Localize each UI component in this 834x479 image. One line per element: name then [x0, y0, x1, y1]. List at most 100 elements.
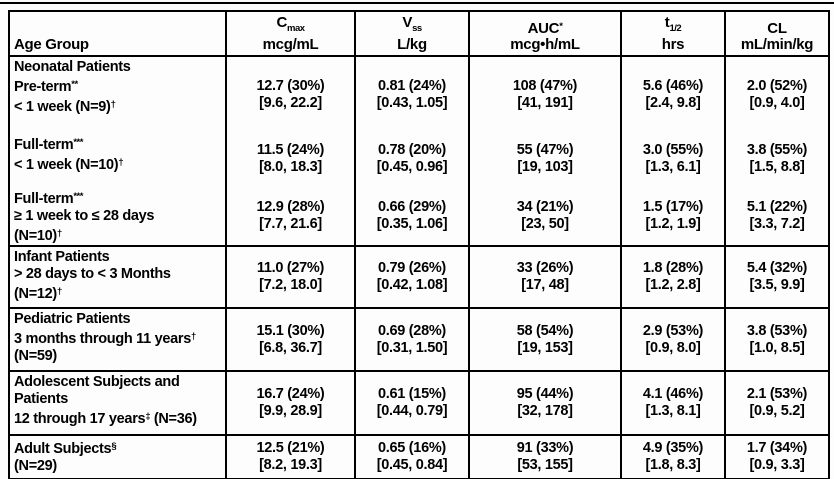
- header-thalf: t1/2 hrs: [620, 10, 726, 57]
- age-group-cell: Full-term*** < 1 week (N=10)†: [8, 132, 227, 186]
- age-group-label-line: > 28 days to < 3 Months: [14, 266, 171, 282]
- cell-thalf: 5.6 (46%) [2.4, 9.8]: [620, 55, 726, 132]
- subscript: max: [287, 23, 305, 34]
- header-symbol: Age Group: [14, 36, 89, 53]
- value-mean-cv: 1.5 (17%): [642, 198, 704, 215]
- value-range: [0.9, 3.3]: [749, 457, 805, 473]
- superscript-marker: §: [111, 441, 117, 452]
- header-units: mL/min/kg: [740, 36, 814, 53]
- cell-cl: 1.7 (34%) [0.9, 3.3]: [724, 434, 830, 479]
- superscript-marker: **: [71, 79, 78, 90]
- age-group-cell: Full-term*** ≥ 1 week to ≤ 28 days (N=10)†: [8, 186, 227, 247]
- horizontal-rule: [0, 2, 834, 4]
- cell-thalf: 4.1 (46%) [1.3, 8.1]: [620, 370, 726, 436]
- value-mean-cv: 12.9 (28%): [256, 198, 325, 215]
- value-range: [0.45, 0.84]: [376, 457, 448, 473]
- cell-vss: 0.66 (29%) [0.35, 1.06]: [354, 186, 470, 247]
- value-mean-cv: 1.7 (34%): [746, 440, 808, 456]
- value-range: [6.8, 36.7]: [259, 339, 322, 356]
- subscript: ss: [412, 23, 422, 34]
- value-range: [0.9, 5.2]: [749, 403, 805, 419]
- value-mean-cv: 55 (47%): [516, 142, 574, 158]
- value-mean-cv: 12.5 (21%): [256, 440, 325, 456]
- value-range: [2.4, 9.8]: [645, 94, 701, 111]
- value-range: [0.45, 0.96]: [376, 159, 448, 175]
- value-mean-cv: 0.66 (29%): [378, 198, 446, 215]
- row-neonatal-2: Full-term*** < 1 week (N=10)† 11.5 (24%) [8…: [8, 132, 830, 186]
- value-mean-cv: 91 (33%): [516, 440, 574, 456]
- value-range: [9.9, 28.9]: [259, 403, 322, 419]
- value-range: [7.7, 21.6]: [259, 215, 322, 232]
- superscript-marker: †: [118, 157, 124, 168]
- cell-cl: 3.8 (53%) [1.0, 8.5]: [724, 307, 830, 372]
- header-vss: Vss L/kg: [354, 10, 470, 57]
- header-cl: CL mL/min/kg: [724, 10, 830, 57]
- value-mean-cv: 1.8 (28%): [642, 260, 704, 276]
- value-range: [0.9, 8.0]: [645, 339, 701, 356]
- value-range: [3.3, 7.2]: [749, 215, 805, 232]
- age-group-label-line: Adult Subjects§: [14, 441, 117, 457]
- cell-cmax: 11.5 (24%) [8.0, 18.3]: [225, 132, 356, 186]
- cell-vss: 0.65 (16%) [0.45, 0.84]: [354, 434, 470, 479]
- cell-vss: 0.79 (26%) [0.42, 1.08]: [354, 245, 470, 309]
- value-mean-cv: 5.6 (46%): [642, 77, 704, 94]
- header-symbol: Vss: [402, 14, 422, 35]
- cell-cl: 5.4 (32%) [3.5, 9.9]: [724, 245, 830, 309]
- value-range: [41, 191]: [517, 94, 573, 111]
- cell-cmax: 16.7 (24%) [9.9, 28.9]: [225, 370, 356, 436]
- value-range: [0.43, 1.05]: [376, 94, 448, 111]
- value-range: [1.5, 8.8]: [749, 159, 805, 175]
- value-range: [1.3, 8.1]: [645, 403, 701, 419]
- cell-cmax: 11.0 (27%) [7.2, 18.0]: [225, 245, 356, 309]
- age-group-label-line: Pediatric Patients: [14, 311, 131, 327]
- age-group-label-line: Pre-term**: [14, 79, 78, 95]
- age-group-label-line: < 1 week (N=10)†: [14, 157, 124, 173]
- value-mean-cv: 11.5 (24%): [256, 142, 325, 158]
- value-range: [19, 153]: [517, 339, 573, 356]
- value-mean-cv: 34 (21%): [516, 198, 574, 215]
- age-group-label-line: 12 through 17 years‡ (N=36): [14, 411, 197, 427]
- cell-vss: 0.78 (20%) [0.45, 0.96]: [354, 132, 470, 186]
- value-mean-cv: 3.0 (55%): [642, 142, 704, 158]
- header-units: hrs: [661, 36, 685, 53]
- cell-cmax: 12.5 (21%) [8.2, 19.3]: [225, 434, 356, 479]
- cell-auc: 95 (44%) [32, 178]: [468, 370, 622, 436]
- value-mean-cv: 3.8 (53%): [746, 322, 808, 339]
- value-range: [32, 178]: [517, 403, 573, 419]
- header-symbol: Cmax: [276, 14, 305, 35]
- value-mean-cv: 0.65 (16%): [378, 440, 446, 456]
- row-infant: Infant Patients > 28 days to < 3 Months (N…: [8, 245, 830, 309]
- superscript-marker: †: [110, 99, 116, 110]
- cell-thalf: 1.8 (28%) [1.2, 2.8]: [620, 245, 726, 309]
- age-group-label-line: ≥ 1 week to ≤ 28 days: [14, 208, 155, 224]
- cell-thalf: 3.0 (55%) [1.3, 6.1]: [620, 132, 726, 186]
- header-units: L/kg: [397, 36, 427, 53]
- superscript-marker: *: [559, 21, 563, 32]
- cell-vss: 0.69 (28%) [0.31, 1.50]: [354, 307, 470, 372]
- value-mean-cv: 3.8 (55%): [746, 142, 808, 158]
- value-mean-cv: 0.61 (15%): [378, 386, 446, 402]
- age-group-cell: Adolescent Subjects and Patients 12 throug…: [8, 370, 227, 436]
- value-mean-cv: 5.4 (32%): [746, 260, 808, 276]
- value-range: [0.9, 4.0]: [749, 94, 805, 111]
- header-symbol: AUC*: [527, 20, 563, 37]
- value-range: [8.2, 19.3]: [259, 457, 322, 473]
- value-mean-cv: 2.9 (53%): [642, 322, 704, 339]
- superscript-marker: †: [191, 331, 196, 342]
- header-units: mcg•h/mL: [510, 36, 580, 53]
- header-symbol: CL: [767, 20, 787, 37]
- age-group-label-line: Full-term***: [14, 137, 83, 153]
- pk-table: Age Group Cmax mcg/mL Vss L/kg AUC* mcg•h/mL t1…: [8, 10, 830, 479]
- value-range: [53, 155]: [517, 457, 573, 473]
- value-mean-cv: 95 (44%): [516, 386, 574, 402]
- age-group-cell: Adult Subjects§ (N=29): [8, 434, 227, 479]
- superscript-marker: †: [56, 286, 62, 297]
- cell-thalf: 1.5 (17%) [1.2, 1.9]: [620, 186, 726, 247]
- value-range: [8.0, 18.3]: [259, 159, 322, 175]
- value-range: [0.35, 1.06]: [376, 215, 448, 232]
- value-mean-cv: 12.7 (30%): [256, 77, 325, 94]
- value-mean-cv: 16.7 (24%): [256, 386, 325, 402]
- age-group-label-line: Full-term***: [14, 191, 83, 207]
- value-range: [1.8, 8.3]: [645, 457, 701, 473]
